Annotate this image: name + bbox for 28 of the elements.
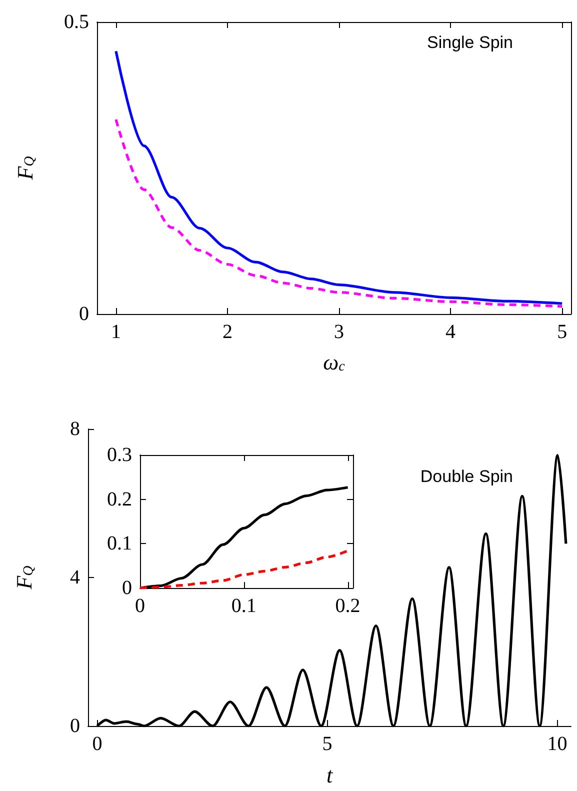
line-series [138, 549, 350, 590]
annotation: Double Spin [420, 467, 514, 486]
y-tick-label: 4 [70, 566, 80, 588]
x-tick-label: 0.1 [231, 595, 256, 617]
x-tick-label: 4 [446, 321, 456, 343]
x-tick-label: 5 [557, 321, 568, 343]
x-tick-label: 1 [110, 321, 121, 343]
x-tick-label: 10 [547, 733, 568, 755]
x-axis-title: t [326, 762, 334, 788]
y-axis-title: FQ [12, 566, 36, 590]
x-tick-label: 0 [92, 733, 102, 755]
x-tick-label: 0.2 [335, 595, 360, 617]
y-tick-label: 0.1 [107, 532, 132, 555]
x-tick-label: 5 [322, 733, 332, 755]
annotation: Single Spin [426, 33, 514, 52]
y-tick-label: 0.2 [107, 488, 132, 510]
y-tick-label: 0 [122, 577, 132, 599]
x-tick-label: 3 [334, 321, 344, 343]
y-tick-label: 8 [70, 418, 80, 440]
x-tick-label: 2 [222, 321, 232, 343]
line-series [114, 118, 564, 308]
x-axis-title: ωc [323, 350, 346, 374]
y-tick-label: 0.5 [64, 11, 89, 33]
y-tick-label: 0 [79, 303, 89, 325]
y-tick-label: 0 [70, 715, 80, 737]
y-axis-title: FQ [12, 156, 38, 181]
y-tick-label: 0.3 [107, 444, 132, 466]
line-series [114, 50, 564, 305]
